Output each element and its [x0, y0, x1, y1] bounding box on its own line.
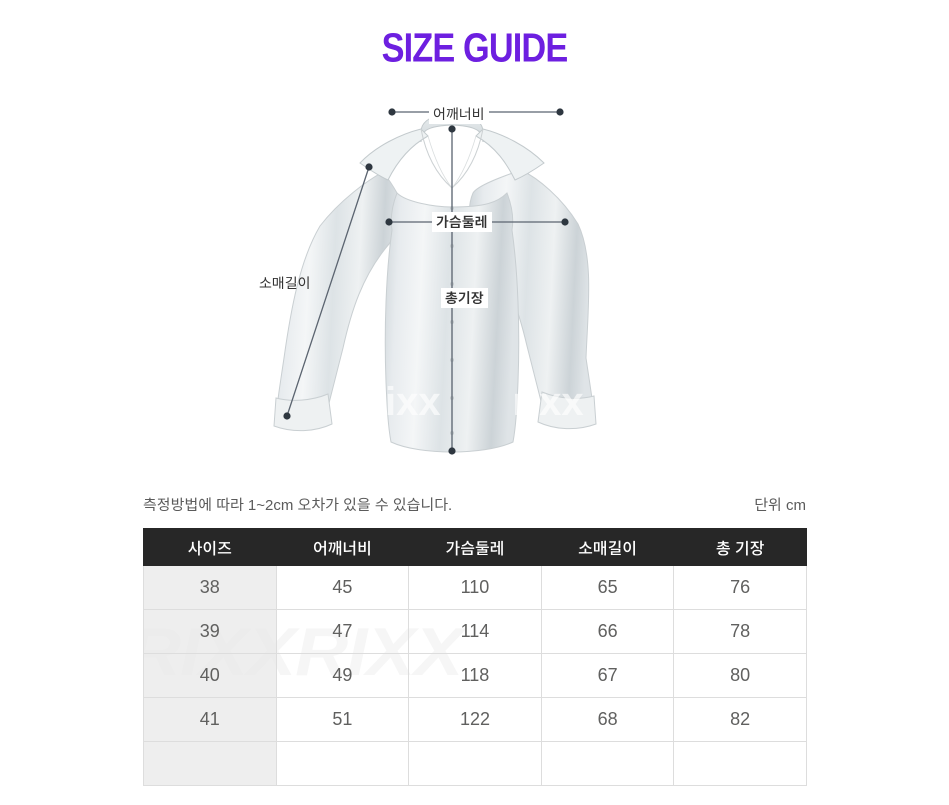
svg-text:rixx: rixx — [512, 380, 583, 424]
svg-text:rixx: rixx — [369, 380, 440, 424]
